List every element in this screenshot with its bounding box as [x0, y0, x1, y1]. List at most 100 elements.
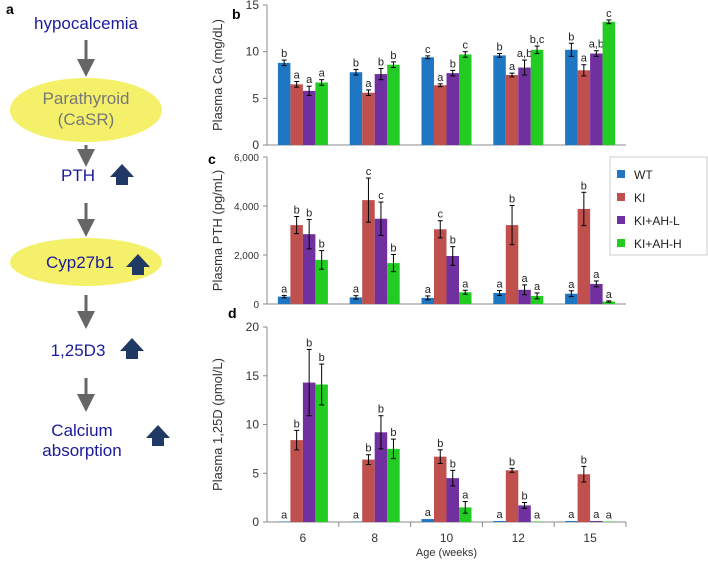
significance-letter: b [365, 443, 371, 455]
bar-wt [421, 519, 434, 522]
significance-letter: b [294, 418, 300, 430]
y-axis-label: Plasma Ca (mg/dL) [210, 19, 225, 131]
legend-swatch [617, 193, 625, 201]
significance-letter: a [462, 278, 469, 290]
significance-letter: c [463, 40, 469, 52]
significance-letter: b [378, 56, 384, 68]
ellipse-parathyroid [10, 78, 162, 142]
legend-label: KI+AH-H [634, 237, 682, 251]
bar-ki-ah-l [374, 432, 388, 522]
significance-letter: c [438, 209, 444, 221]
panel-label-a: a [6, 1, 14, 17]
up-arrow-icon [146, 425, 170, 446]
x-tick-label: 10 [440, 531, 454, 545]
bar-ki [577, 208, 591, 304]
bar-ki [577, 70, 591, 145]
bar-ki-ah-h [315, 384, 328, 522]
bar-wt [349, 297, 363, 304]
significance-letter: b [378, 404, 384, 416]
pathway-diagram: hypocalcemia Parathyroid (CaSR) PTH Cyp2… [10, 14, 170, 460]
x-tick-label: 8 [371, 531, 378, 545]
bar-ki [290, 84, 303, 145]
bar-ki-ah-l [374, 74, 388, 145]
bar-ki-ah-l [302, 90, 316, 145]
significance-letter: a [606, 510, 613, 522]
bar-wt [493, 292, 506, 304]
bar-ki-ah-l [590, 283, 603, 304]
significance-letter: a [568, 279, 575, 291]
panel-label-b: b [232, 6, 241, 22]
bar-ki [577, 474, 591, 522]
significance-letter: a [496, 279, 503, 291]
legend-label: KI+AH-L [634, 214, 680, 228]
y-tick-label: 15 [246, 0, 260, 12]
bar-ki-ah-h [459, 507, 472, 522]
panel-label-d: d [228, 305, 237, 321]
y-axis-label: Plasma 1,25D (pmol/L) [210, 358, 225, 491]
significance-letter: a [425, 507, 432, 519]
significance-letter: c [425, 44, 431, 56]
y-tick-label: 10 [246, 418, 260, 432]
node-hypocalcemia: hypocalcemia [34, 14, 138, 33]
legend-swatch [617, 216, 625, 224]
significance-letter: a,b [517, 48, 532, 60]
y-tick-label: 20 [246, 320, 260, 334]
bar-ki [362, 92, 375, 145]
significance-letter: a [365, 78, 372, 90]
significance-letter: b [319, 352, 325, 364]
significance-letter: b [450, 458, 456, 470]
legend-swatch [617, 170, 625, 178]
significance-letter: b [390, 50, 396, 62]
bar-ki-ah-h [387, 64, 400, 145]
bar-wt [493, 55, 506, 145]
y-tick-label: 4,000 [234, 202, 259, 213]
significance-letter: a [437, 72, 444, 84]
significance-letter: a [521, 273, 528, 285]
bar-ki [505, 470, 519, 522]
bar-ki [362, 459, 375, 522]
significance-letter: a [606, 289, 613, 301]
significance-letter: b [390, 243, 396, 255]
node-casr: (CaSR) [58, 110, 115, 129]
y-tick-label: 5 [252, 91, 259, 105]
panel-label-c: c [208, 151, 216, 167]
bar-ki-ah-h [315, 259, 328, 304]
legend-swatch [617, 239, 625, 247]
significance-letter: a [306, 74, 313, 86]
x-axis-label: Age (weeks) [416, 547, 477, 559]
significance-letter: b [306, 207, 312, 219]
y-tick-label: 2,000 [234, 251, 259, 262]
bar-ki [290, 225, 303, 304]
significance-letter: c [378, 190, 384, 202]
bar-ki-ah-h [530, 49, 544, 145]
bar-ki [505, 225, 519, 304]
significance-letter: b [509, 456, 515, 468]
node-cyp27b1: Cyp27b1 [46, 253, 114, 272]
bar-wt [493, 521, 506, 522]
bar-ki-ah-h [387, 263, 400, 304]
significance-letter: b [496, 42, 502, 54]
legend-label: KI [634, 191, 645, 205]
significance-letter: a [534, 510, 541, 522]
significance-letter: b [581, 180, 587, 192]
y-tick-label: 0 [252, 515, 259, 529]
bar-ki-ah-h [459, 292, 472, 304]
significance-letter: a,b [589, 39, 604, 51]
node-125d3: 1,25D3 [51, 341, 106, 360]
bar-ki-ah-l [446, 478, 459, 522]
significance-letter: b [353, 57, 359, 69]
x-tick-label: 12 [512, 531, 526, 545]
significance-letter: a [568, 509, 575, 521]
bar-wt [565, 293, 578, 304]
bar-ki-ah-l [374, 218, 388, 304]
significance-letter: a [319, 68, 326, 80]
significance-letter: a [509, 61, 516, 73]
significance-letter: b [450, 58, 456, 70]
bar-ki [434, 85, 447, 145]
y-tick-label: 6,000 [234, 153, 259, 164]
